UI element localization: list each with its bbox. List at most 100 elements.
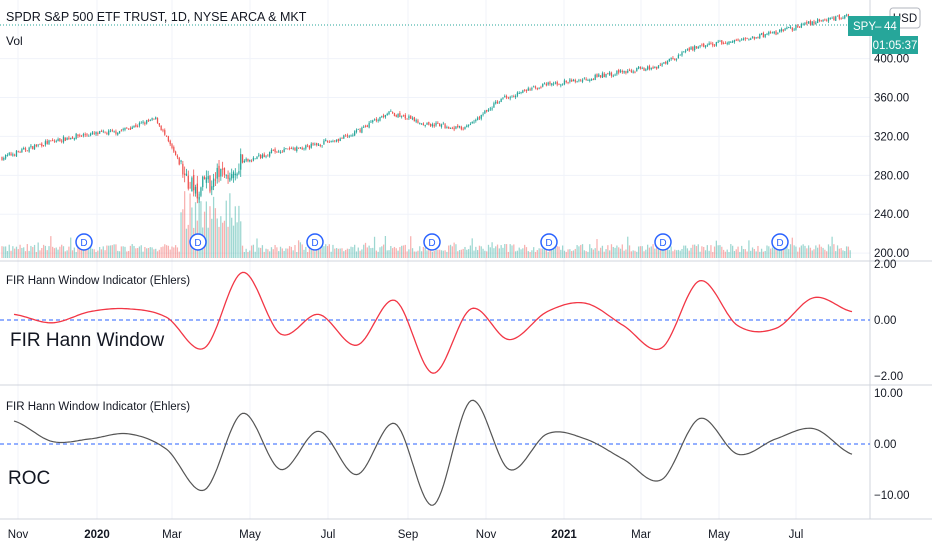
fir-overlay-label: FIR Hann Window (10, 330, 164, 351)
candle-body (382, 115, 385, 118)
candle-body (762, 32, 765, 38)
volume-bar (540, 248, 542, 258)
candle-body (554, 82, 557, 84)
candle-body (706, 45, 708, 47)
dividend-marker[interactable]: D (540, 233, 558, 251)
volume-bar (283, 250, 285, 258)
volume-bar (563, 250, 566, 258)
volume-label[interactable]: Vol (6, 34, 23, 48)
dividend-marker[interactable]: D (771, 233, 789, 251)
volume-bar (601, 245, 604, 258)
candle-body (399, 112, 401, 117)
volume-bar (641, 246, 643, 258)
dividend-marker[interactable]: D (189, 233, 207, 251)
volume-bar (348, 248, 350, 258)
dividend-marker[interactable]: D (423, 233, 441, 251)
countdown-badge (872, 36, 918, 54)
volume-bar (330, 251, 332, 258)
dividend-marker-letter: D (311, 238, 318, 249)
dividend-marker[interactable]: D (306, 233, 324, 251)
candle-body (496, 101, 499, 104)
volume-bar (42, 244, 45, 258)
volume-bar (751, 247, 754, 258)
volume-bar (366, 247, 368, 258)
candle-body (665, 61, 667, 64)
volume-bar (73, 247, 75, 258)
candle-body (323, 140, 325, 145)
candle-body (370, 121, 372, 123)
volume-bar (585, 251, 587, 258)
volume-bar (375, 250, 377, 258)
candle-body (650, 67, 652, 70)
dividend-marker-letter: D (545, 238, 552, 249)
candle-body (19, 151, 21, 153)
candle-body (565, 81, 567, 83)
volume-bar (780, 244, 783, 258)
candle-body (645, 69, 647, 71)
volume-bar (531, 250, 533, 258)
candle-body (806, 22, 808, 24)
fir-axis-ticks[interactable]: 2.00 0.00 −2.00 (874, 259, 903, 383)
candle-body (807, 21, 810, 24)
candle-body (612, 75, 614, 77)
volume-bar (571, 251, 573, 258)
volume-bar (174, 245, 177, 258)
volume-bar (513, 244, 515, 258)
roc-axis-ticks[interactable]: 10.00 0.00 −10.00 (874, 388, 910, 502)
candle-body (486, 110, 488, 112)
candle-body (218, 165, 220, 177)
candle-body (1, 157, 3, 161)
candle-body (184, 173, 186, 175)
candle-body (297, 147, 300, 149)
candle-body (4, 155, 7, 159)
volume-bar (429, 249, 432, 258)
volume-bar (39, 250, 41, 258)
dividend-marker[interactable]: D (75, 233, 93, 251)
candle-body (708, 43, 710, 46)
candle-body (120, 130, 122, 132)
volume-bar (325, 244, 327, 258)
time-axis-ticks[interactable]: Nov 2020 Mar May Jul Sep Nov 2021 Mar May Jul (8, 529, 804, 541)
candle-body (42, 145, 45, 147)
volume-bar (71, 250, 74, 258)
candle-body (679, 54, 681, 56)
candle-body (211, 186, 213, 190)
candle-body (748, 38, 750, 40)
candle-body (62, 136, 65, 143)
volume-bar (225, 200, 227, 258)
candle-body (764, 34, 766, 37)
dividend-marker[interactable]: D (654, 233, 672, 251)
volume-bar (332, 244, 334, 258)
roc-indicator-title[interactable]: FIR Hann Window Indicator (Ehlers) (6, 401, 190, 413)
volume-bar (773, 248, 775, 258)
candle-body (46, 140, 48, 144)
candle-body (401, 115, 403, 117)
price-axis-ticks[interactable]: 400.00 360.00 320.00 280.00 240.00 200.00 (874, 54, 909, 261)
symbol-title[interactable]: SPDR S&P 500 ETF TRUST, 1D, NYSE ARCA & … (6, 10, 307, 24)
candle-body (124, 127, 126, 130)
volume-bar (699, 251, 701, 258)
candle-body (259, 155, 262, 159)
candle-body (614, 74, 616, 76)
candle-body (144, 122, 146, 125)
volume-bar (91, 248, 94, 258)
volume-bar (520, 249, 522, 258)
volume-bar (536, 250, 538, 258)
fir-series-line (13, 271, 853, 374)
candle-body (207, 176, 209, 180)
volume-bar (238, 205, 240, 258)
fir-indicator-title[interactable]: FIR Hann Window Indicator (Ehlers) (6, 275, 190, 287)
candle-body (317, 144, 320, 146)
volume-bar (44, 245, 47, 258)
candle-body (254, 158, 256, 160)
volume-bar (453, 242, 455, 258)
candle-body (343, 135, 345, 139)
volume-bar (180, 212, 182, 258)
candle-body (344, 135, 347, 137)
volume-bar (328, 244, 330, 258)
candle-body (191, 177, 193, 192)
candle-body (771, 32, 774, 34)
candle-body (108, 130, 110, 135)
